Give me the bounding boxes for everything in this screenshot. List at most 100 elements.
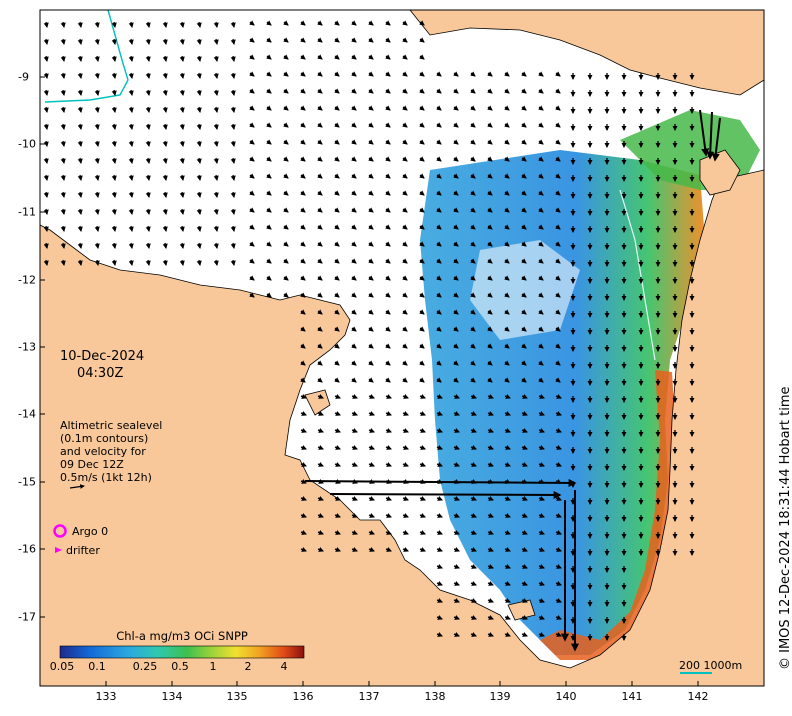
velocity-arrow: [436, 411, 443, 416]
velocity-arrow: [453, 530, 460, 535]
velocity-arrow: [402, 207, 408, 213]
velocity-arrow: [521, 598, 528, 603]
velocity-arrow: [145, 123, 151, 131]
velocity-arrow: [402, 445, 409, 450]
velocity-arrow: [538, 224, 544, 230]
velocity-arrow: [230, 157, 236, 165]
velocity-arrow: [402, 105, 408, 111]
velocity-arrow: [334, 445, 341, 450]
velocity-arrow: [368, 156, 374, 162]
velocity-arrow: [504, 394, 511, 399]
velocity-arrow: [555, 241, 561, 247]
velocity-arrow: [538, 71, 544, 77]
velocity-arrow: [43, 21, 49, 29]
velocity-arrow: [470, 292, 476, 298]
velocity-arrow: [317, 547, 324, 552]
velocity-arrow: [334, 173, 340, 179]
velocity-arrow: [300, 479, 307, 484]
velocity-arrow: [368, 462, 375, 467]
velocity-arrow: [436, 377, 442, 383]
velocity-arrow: [94, 21, 100, 29]
velocity-arrow: [521, 445, 528, 450]
velocity-arrow: [504, 428, 511, 433]
velocity-arrow: [334, 88, 340, 94]
velocity-arrow: [196, 242, 202, 250]
velocity-arrow: [283, 190, 289, 196]
velocity-arrow: [504, 105, 510, 111]
velocity-arrow: [470, 581, 477, 586]
velocity-arrow: [453, 309, 459, 315]
velocity-arrow: [351, 360, 357, 366]
velocity-arrow: [334, 428, 341, 433]
velocity-arrow: [555, 326, 561, 332]
velocity-arrow: [487, 292, 493, 298]
velocity-arrow: [436, 275, 442, 281]
velocity-arrow: [453, 275, 459, 281]
velocity-arrow: [419, 377, 425, 383]
velocity-arrow: [317, 394, 324, 399]
velocity-arrow: [521, 615, 528, 620]
velocity-arrow: [283, 105, 289, 111]
velocity-arrow: [402, 496, 409, 501]
velocity-arrow: [196, 123, 202, 131]
velocity-arrow: [521, 411, 528, 416]
scale-bar-label: 200 1000m: [679, 659, 743, 672]
velocity-arrow: [504, 411, 511, 416]
velocity-arrow: [538, 428, 545, 433]
velocity-arrow: [266, 156, 272, 162]
velocity-arrow: [196, 38, 202, 46]
velocity-arrow: [470, 428, 477, 433]
velocity-arrow: [368, 122, 374, 128]
velocity-arrow: [128, 106, 134, 114]
velocity-arrow: [317, 37, 323, 43]
velocity-arrow: [317, 326, 323, 332]
velocity-arrow: [368, 309, 374, 315]
velocity-arrow: [77, 140, 83, 148]
velocity-arrow: [283, 207, 289, 213]
velocity-arrow: [521, 496, 528, 501]
velocity-arrow: [317, 156, 323, 162]
velocity-arrow: [504, 173, 510, 179]
velocity-arrow: [249, 207, 255, 213]
velocity-arrow: [453, 377, 459, 383]
velocity-arrow: [385, 224, 391, 230]
chlorophyll-inner-white: [470, 240, 580, 340]
velocity-arrow: [453, 88, 459, 94]
velocity-arrow: [504, 343, 510, 349]
velocity-arrow: [317, 258, 323, 264]
velocity-arrow: [436, 241, 442, 247]
velocity-arrow: [555, 564, 562, 569]
velocity-arrow: [453, 241, 459, 247]
velocity-arrow: [230, 21, 236, 29]
velocity-arrow: [317, 139, 323, 145]
velocity-arrow: [128, 21, 134, 29]
velocity-arrow: [334, 292, 340, 298]
velocity-arrow: [504, 632, 511, 637]
velocity-arrow: [60, 242, 66, 250]
velocity-arrow: [266, 71, 272, 77]
velocity-arrow: [419, 496, 426, 501]
velocity-arrow: [436, 71, 442, 77]
velocity-arrow: [300, 530, 307, 535]
velocity-arrow: [538, 615, 545, 620]
velocity-arrow: [351, 343, 357, 349]
velocity-arrow: [43, 191, 49, 199]
velocity-arrow: [419, 411, 426, 416]
velocity-arrow: [538, 513, 545, 518]
velocity-arrow: [266, 190, 272, 196]
drifter-legend-label: drifter: [66, 544, 100, 557]
velocity-arrow: [453, 224, 459, 230]
velocity-arrow: [94, 55, 100, 63]
velocity-arrow: [436, 292, 442, 298]
velocity-arrow: [283, 139, 289, 145]
velocity-arrow: [487, 343, 493, 349]
velocity-arrow: [283, 54, 289, 60]
velocity-arrow: [453, 462, 460, 467]
velocity-arrow: [419, 139, 425, 145]
velocity-arrow: [334, 258, 340, 264]
velocity-arrow: [555, 88, 561, 94]
velocity-arrow: [196, 55, 202, 63]
velocity-arrow: [351, 71, 357, 77]
velocity-arrow: [368, 326, 374, 332]
velocity-arrow: [300, 547, 307, 552]
